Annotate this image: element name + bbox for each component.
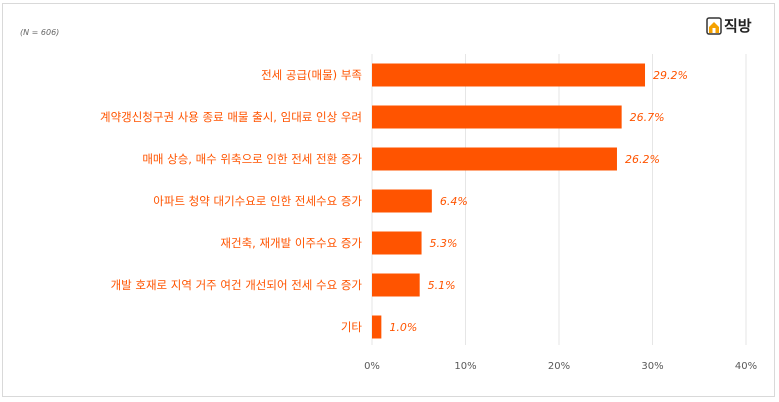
bar: [372, 63, 646, 87]
data-label: 6.4%: [440, 195, 468, 208]
logo-text: 직방: [724, 17, 752, 35]
x-tick-label: 10%: [454, 361, 476, 372]
category-label: 개발 호재로 지역 거주 여건 개선되어 전세 수요 증가: [111, 278, 363, 292]
bar: [372, 231, 422, 255]
data-label: 26.7%: [630, 111, 665, 124]
house-icon: [706, 16, 722, 35]
data-label: 29.2%: [653, 69, 688, 82]
category-label: 재건축, 재개발 이주수요 증가: [220, 236, 362, 250]
data-label: 26.2%: [625, 153, 660, 166]
bar: [372, 105, 622, 129]
category-label: 매매 상승, 매수 위축으로 인한 전세 전환 증가: [142, 152, 362, 166]
chart-frame: [2, 3, 775, 397]
x-tick-label: 20%: [548, 361, 570, 372]
bar: [372, 147, 617, 171]
x-tick-label: 30%: [641, 361, 663, 372]
logo: 직방: [706, 15, 752, 36]
x-tick-label: 0%: [364, 361, 380, 372]
category-label: 계약갱신청구권 사용 종료 매물 출시, 임대료 인상 우려: [100, 110, 362, 124]
category-label: 전세 공급(매물) 부족: [261, 68, 362, 82]
bar: [372, 273, 420, 297]
data-label: 5.1%: [428, 279, 456, 292]
sample-size-note: (N = 606): [20, 28, 60, 37]
bar: [372, 315, 382, 339]
category-label: 아파트 청약 대기수요로 인한 전세수요 증가: [153, 194, 362, 208]
x-tick-label: 40%: [735, 361, 757, 372]
bar: [372, 189, 432, 213]
data-label: 1.0%: [389, 321, 417, 334]
data-label: 5.3%: [430, 237, 458, 250]
category-label: 기타: [341, 320, 363, 334]
